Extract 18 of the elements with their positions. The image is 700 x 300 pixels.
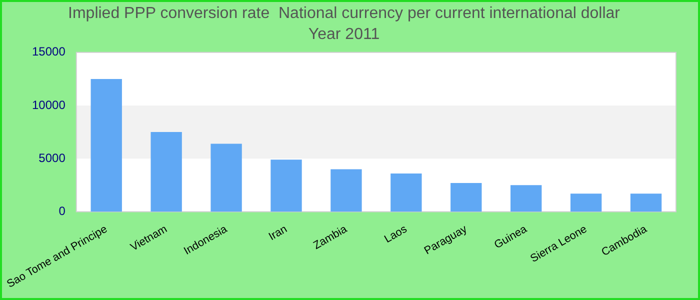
y-tick-label: 15000 xyxy=(32,44,66,59)
bar xyxy=(450,183,482,212)
bar xyxy=(630,194,662,212)
bar xyxy=(330,169,362,212)
bar xyxy=(150,132,182,212)
x-tick-label: Iran xyxy=(266,223,290,244)
bar xyxy=(210,144,242,212)
chart-subtitle: Year 2011 xyxy=(308,26,380,44)
bar xyxy=(570,194,602,212)
y-tick-label: 0 xyxy=(58,204,66,218)
bar xyxy=(390,173,422,212)
bar xyxy=(270,160,302,212)
y-tick-label: 5000 xyxy=(38,150,66,165)
y-tick-label: 10000 xyxy=(32,98,66,112)
chart-title: Implied PPP conversion rate National currency per current international dollar xyxy=(68,5,621,22)
bar xyxy=(90,78,122,212)
x-tick-label: Laos xyxy=(382,223,410,246)
bar xyxy=(510,185,542,212)
